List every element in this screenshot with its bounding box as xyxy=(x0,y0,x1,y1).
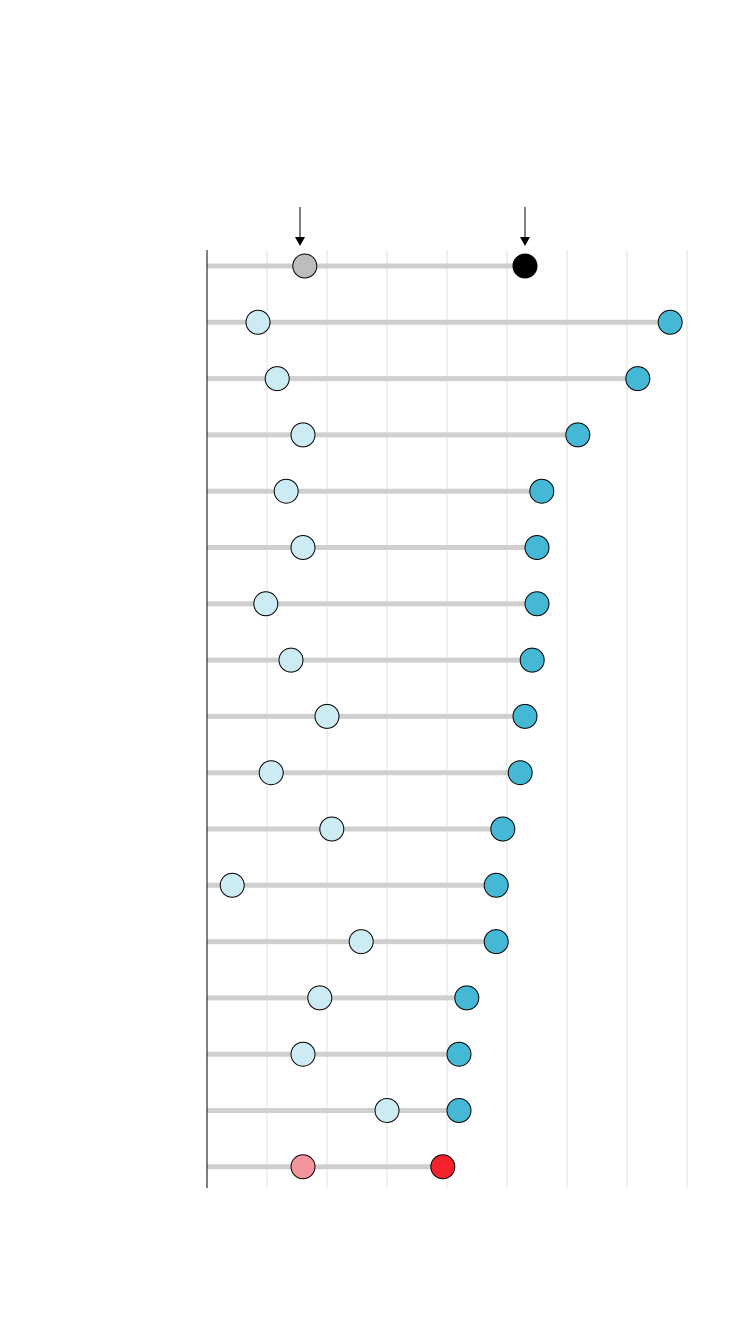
end-dot xyxy=(625,366,651,392)
arrow-head xyxy=(295,237,305,246)
start-dot xyxy=(290,1041,316,1067)
start-dot xyxy=(245,309,271,335)
start-dot xyxy=(290,422,316,448)
end-dot xyxy=(519,647,545,673)
end-dot xyxy=(430,1154,456,1180)
end-dot xyxy=(529,478,555,504)
start-dot xyxy=(219,872,245,898)
end-dot xyxy=(446,1098,472,1123)
start-dot xyxy=(253,591,279,617)
end-dot xyxy=(507,760,533,786)
end-dot xyxy=(512,703,538,729)
end-dot xyxy=(524,535,550,560)
end-dot xyxy=(454,985,480,1011)
end-dot xyxy=(446,1041,472,1067)
arrows xyxy=(295,207,530,246)
start-dot xyxy=(348,929,374,955)
end-dot xyxy=(490,816,516,842)
end-dot xyxy=(483,872,509,898)
start-dot xyxy=(292,253,318,279)
start-dot xyxy=(278,647,304,673)
start-dot xyxy=(273,478,299,504)
end-dot xyxy=(512,253,538,279)
end-dot xyxy=(524,591,550,617)
end-dot xyxy=(657,309,683,335)
start-dot xyxy=(258,760,284,786)
end-dot xyxy=(565,422,591,448)
start-dot xyxy=(314,703,340,729)
start-dot xyxy=(307,985,333,1011)
start-dot xyxy=(374,1098,400,1123)
arrow-head xyxy=(520,237,530,246)
start-dot xyxy=(290,535,316,560)
start-dot xyxy=(264,366,290,392)
start-dot xyxy=(319,816,345,842)
start-dot xyxy=(290,1154,316,1180)
end-dot xyxy=(483,929,509,955)
